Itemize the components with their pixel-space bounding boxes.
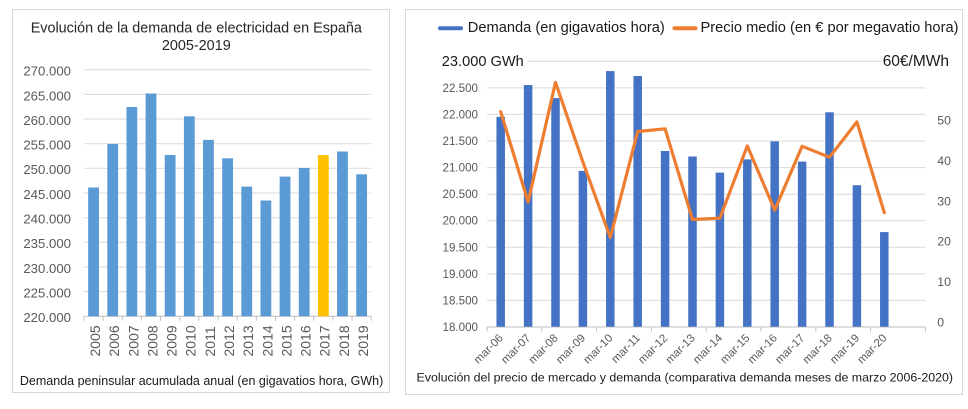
- svg-text:230.000: 230.000: [23, 261, 71, 276]
- svg-text:18.000: 18.000: [443, 321, 478, 334]
- svg-text:Demanda (en gigavatios hora): Demanda (en gigavatios hora): [468, 20, 665, 36]
- svg-text:19.500: 19.500: [443, 241, 478, 254]
- svg-text:20.500: 20.500: [443, 188, 478, 201]
- svg-text:2005: 2005: [87, 325, 103, 356]
- svg-text:18.500: 18.500: [443, 294, 478, 307]
- svg-text:10: 10: [937, 275, 951, 289]
- svg-text:30: 30: [937, 194, 951, 208]
- svg-text:2006: 2006: [106, 325, 122, 356]
- svg-text:Evolución de la demanda de ele: Evolución de la demanda de electricidad …: [31, 21, 362, 37]
- svg-text:2007: 2007: [125, 325, 141, 356]
- svg-text:270.000: 270.000: [23, 64, 71, 79]
- svg-text:250.000: 250.000: [23, 162, 71, 177]
- svg-text:240.000: 240.000: [23, 212, 71, 227]
- svg-text:2018: 2018: [336, 325, 352, 356]
- svg-text:0: 0: [937, 315, 944, 329]
- svg-text:255.000: 255.000: [23, 138, 71, 153]
- svg-text:23.000 GWh: 23.000 GWh: [442, 54, 524, 70]
- svg-text:2016: 2016: [298, 325, 314, 356]
- svg-text:2012: 2012: [221, 325, 237, 356]
- svg-text:Precio medio (en € por megavat: Precio medio (en € por megavatio hora): [701, 20, 959, 36]
- svg-text:19.000: 19.000: [443, 268, 478, 281]
- svg-text:2010: 2010: [183, 325, 199, 356]
- svg-text:20.000: 20.000: [443, 215, 478, 228]
- svg-text:225.000: 225.000: [23, 286, 71, 301]
- svg-text:21.500: 21.500: [443, 135, 478, 148]
- svg-text:260.000: 260.000: [23, 113, 71, 128]
- svg-text:22.000: 22.000: [443, 108, 478, 121]
- svg-text:265.000: 265.000: [23, 88, 71, 103]
- svg-text:2013: 2013: [240, 325, 256, 356]
- svg-text:20: 20: [937, 235, 951, 249]
- svg-text:Evolución del precio de mercad: Evolución del precio de mercado y demand…: [417, 370, 954, 384]
- svg-text:2019: 2019: [355, 325, 371, 356]
- svg-text:220.000: 220.000: [23, 310, 71, 325]
- svg-text:22.500: 22.500: [443, 82, 478, 95]
- svg-text:60€/MWh: 60€/MWh: [883, 53, 949, 70]
- svg-text:Demanda peninsular acumulada a: Demanda peninsular acumulada anual (en g…: [20, 374, 383, 388]
- svg-text:235.000: 235.000: [23, 236, 71, 251]
- svg-text:2015: 2015: [278, 325, 294, 356]
- svg-text:2009: 2009: [164, 325, 180, 356]
- svg-text:21.000: 21.000: [443, 162, 478, 175]
- svg-text:50: 50: [937, 114, 951, 128]
- svg-text:245.000: 245.000: [23, 187, 71, 202]
- svg-text:2008: 2008: [144, 325, 160, 356]
- svg-text:2005-2019: 2005-2019: [162, 38, 231, 54]
- svg-text:40: 40: [937, 154, 951, 168]
- svg-text:2017: 2017: [317, 325, 333, 356]
- svg-text:2014: 2014: [259, 325, 275, 356]
- svg-text:2011: 2011: [202, 326, 218, 356]
